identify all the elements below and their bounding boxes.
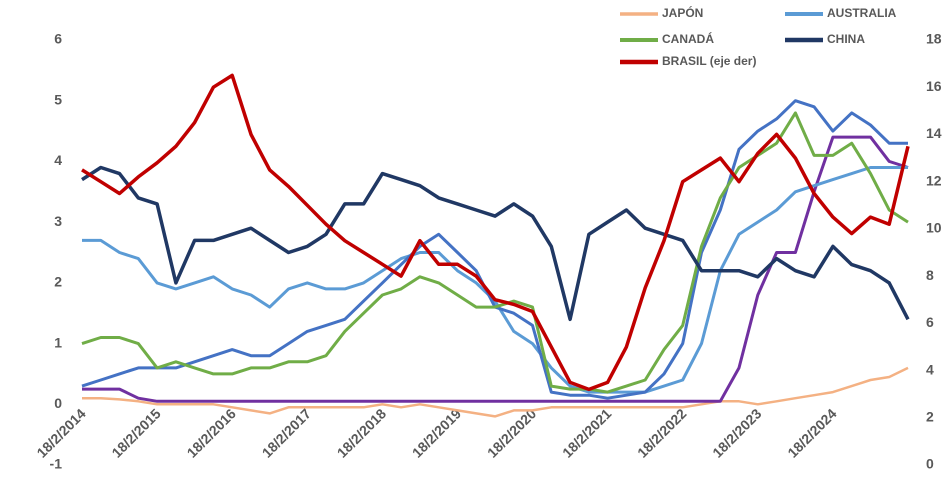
legend-label: CHINA — [827, 32, 865, 46]
y-tick-label: 1 — [54, 334, 62, 350]
y-tick-label: 6 — [54, 31, 62, 47]
y-tick-label: 0 — [54, 395, 62, 411]
series-line — [82, 135, 909, 403]
y2-tick-label: 2 — [926, 408, 934, 424]
x-tick-label: 18/2/2016 — [184, 405, 240, 461]
x-tick-label: 18/2/2021 — [559, 405, 615, 461]
legend-label: AUSTRALIA — [827, 6, 897, 20]
series-line — [81, 73, 910, 392]
y2-tick-label: 8 — [926, 267, 934, 283]
x-tick-label: 18/2/2022 — [634, 405, 690, 461]
y2-tick-label: 4 — [926, 361, 934, 377]
x-tick-label: 18/2/2015 — [108, 405, 164, 461]
x-tick-label: 18/2/2019 — [409, 405, 465, 461]
x-tick-label: 18/2/2020 — [484, 405, 540, 461]
y2-tick-label: 10 — [926, 220, 942, 236]
y-tick-label: 2 — [54, 274, 62, 290]
legend-label: BRASIL (eje der) — [662, 54, 756, 68]
x-tick-label: 18/2/2014 — [33, 405, 89, 461]
y2-tick-label: 6 — [926, 314, 934, 330]
legend-label: JAPÓN — [662, 5, 703, 20]
series-line — [82, 366, 909, 418]
series-line — [81, 165, 910, 322]
y2-tick-label: 12 — [926, 172, 942, 188]
y-tick-label: 4 — [54, 152, 62, 168]
y2-tick-label: 0 — [926, 456, 934, 472]
y2-tick-label: 14 — [926, 125, 942, 141]
series-line — [81, 111, 909, 394]
y-tick-label: -1 — [50, 456, 63, 472]
x-tick-label: 18/2/2024 — [784, 405, 840, 461]
y-tick-label: 5 — [54, 91, 62, 107]
x-tick-label: 18/2/2023 — [709, 405, 765, 461]
legend-label: CANADÁ — [662, 31, 714, 46]
y-tick-label: 3 — [54, 213, 62, 229]
x-tick-label: 18/2/2018 — [334, 405, 390, 461]
y2-tick-label: 16 — [926, 78, 942, 94]
y2-tick-label: 18 — [926, 31, 942, 47]
